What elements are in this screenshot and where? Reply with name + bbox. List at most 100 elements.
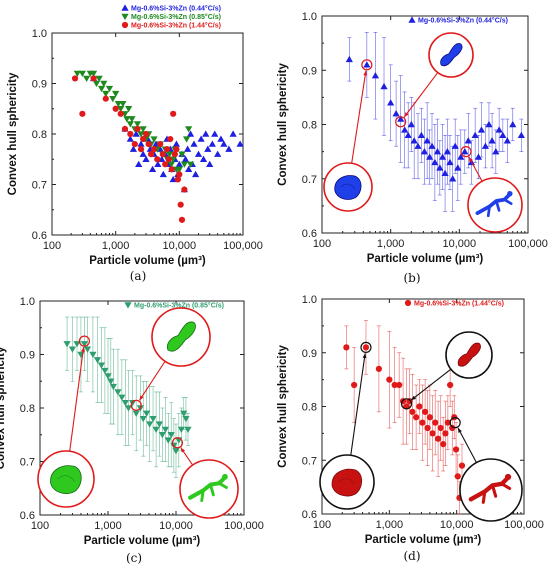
red-elongated-particle: [457, 342, 481, 367]
data-point: [414, 142, 422, 149]
data-point: [186, 161, 195, 168]
data-point: [190, 140, 198, 147]
x-tick-label: 100,000: [504, 519, 544, 531]
highlight-ring: [460, 146, 472, 158]
data-point: [97, 85, 106, 93]
data-point: [92, 80, 101, 88]
data-point: [428, 142, 436, 149]
x-axis-title: Particle volume (µm³): [365, 534, 482, 546]
data-point: [454, 164, 462, 171]
arrow-head: [81, 347, 85, 352]
y-tick-label: 0.7: [302, 174, 317, 186]
data-point: [178, 216, 186, 223]
data-point: [464, 137, 472, 144]
data-point: [417, 131, 425, 139]
data-point: [104, 373, 112, 380]
data-point: [128, 116, 136, 123]
y-tick-label: 0.7: [20, 457, 35, 469]
data-point: [107, 378, 115, 385]
data-point: [424, 424, 431, 432]
data-point: [401, 126, 409, 133]
y-tick-label: 1.0: [20, 296, 35, 308]
data-point: [80, 341, 89, 348]
data-point: [89, 351, 97, 359]
data-point: [180, 161, 188, 168]
green-elongated-particle: [166, 321, 196, 352]
data-point: [83, 346, 92, 353]
data-point: [168, 166, 175, 173]
data-point: [97, 362, 106, 369]
data-point: [77, 351, 85, 359]
data-point: [93, 357, 102, 364]
data-point: [89, 70, 98, 77]
x-tick-label: 100,000: [224, 520, 264, 532]
data-point: [492, 148, 500, 155]
legend-label: Mg-0.6%Si-3%Zn (0.44°C/s): [418, 17, 508, 25]
data-point: [175, 160, 183, 167]
pointer-arrow: [69, 346, 85, 452]
data-point: [163, 146, 171, 153]
data-point: [172, 448, 180, 455]
data-point: [444, 419, 451, 426]
data-point: [105, 85, 114, 93]
data-point: [102, 95, 109, 102]
data-point: [433, 148, 442, 155]
data-point: [371, 72, 380, 79]
x-tick-label: 100: [313, 238, 331, 250]
legend-marker: [404, 299, 412, 307]
data-point: [167, 432, 175, 439]
data-point: [159, 151, 166, 158]
green-branched-particle: [188, 473, 228, 503]
pointer-arrow: [139, 360, 166, 401]
data-point: [132, 410, 140, 417]
data-point: [137, 146, 145, 153]
data-point: [435, 435, 442, 442]
data-point: [154, 156, 161, 163]
data-point: [214, 150, 222, 157]
data-point: [426, 414, 433, 421]
x-axis-title: Particle volume (µm³): [89, 255, 206, 267]
data-point: [73, 70, 81, 77]
highlight-ring: [130, 399, 142, 411]
data-point: [410, 137, 418, 144]
panel-b: 0.6 0.7 0.8 0.9 1.0 100 1,000 10,000 100,000 Part…: [277, 11, 548, 285]
data-point: [387, 99, 395, 106]
data-point: [447, 381, 454, 389]
data-point: [118, 394, 126, 401]
data-point: [474, 153, 483, 160]
y-tick-label: 0.8: [20, 403, 35, 415]
data-point: [419, 419, 426, 426]
data-point: [426, 153, 434, 160]
data-point: [157, 141, 164, 148]
data-point: [481, 142, 490, 149]
data-point: [436, 164, 444, 171]
data-point: [363, 61, 371, 68]
data-point: [127, 130, 134, 138]
data-point: [121, 125, 129, 133]
data-point: [177, 426, 185, 433]
arrow-head: [180, 447, 186, 453]
y-tick-label: 0.6: [302, 228, 317, 240]
data-point: [152, 426, 160, 433]
y-tick-label: 0.8: [32, 129, 47, 141]
y-tick-label: 0.7: [302, 455, 317, 467]
y-tick-label: 0.6: [20, 510, 35, 522]
data-point: [109, 95, 117, 103]
data-point: [109, 383, 117, 391]
data-point: [135, 160, 143, 167]
pointer-arrow: [410, 368, 452, 401]
data-point: [443, 148, 451, 155]
series: [71, 75, 188, 223]
data-point: [236, 140, 244, 147]
data-point: [437, 424, 444, 432]
arrow-head: [139, 395, 144, 401]
y-tick-label: 0.6: [32, 230, 47, 242]
panel-c: 0.6 0.7 0.8 0.9 1.0 100 1,000 10,000 100,000 Part…: [0, 296, 264, 565]
data-point: [345, 55, 353, 63]
data-point: [126, 135, 134, 142]
data-point: [142, 130, 150, 138]
data-point: [129, 145, 138, 152]
data-point: [68, 346, 77, 353]
x-tick-label: 100,000: [508, 238, 548, 250]
data-point: [429, 430, 436, 437]
